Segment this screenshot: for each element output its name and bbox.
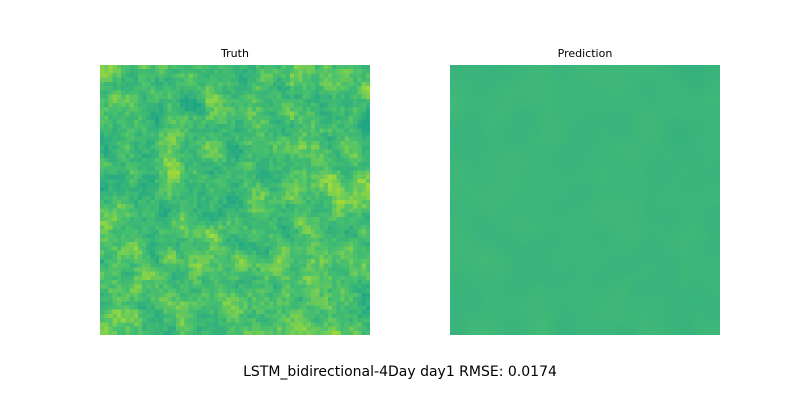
figure-suptitle: LSTM_bidirectional-4Day day1 RMSE: 0.017…	[243, 364, 557, 380]
prediction-panel-title: Prediction	[557, 47, 613, 60]
prediction-heatmap	[450, 65, 720, 335]
truth-panel-title: Truth	[221, 47, 249, 60]
truth-heatmap	[100, 65, 370, 335]
